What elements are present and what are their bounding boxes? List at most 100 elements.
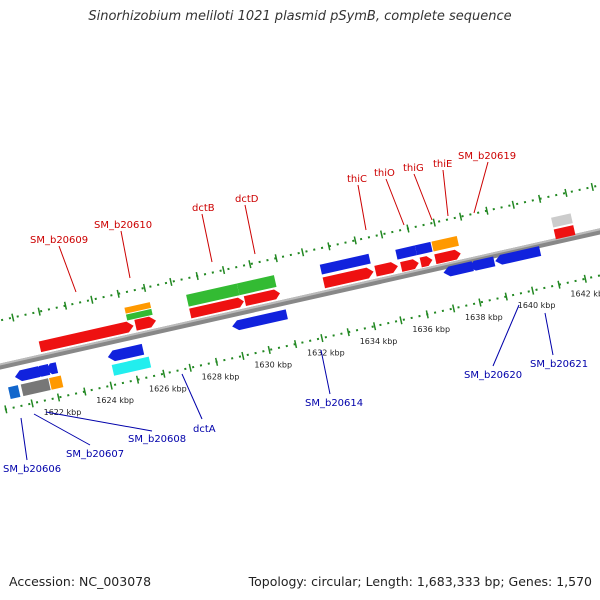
forward-tick — [248, 260, 252, 269]
label-dctb[interactable]: dctB — [192, 203, 215, 214]
gene-orange-1[interactable] — [124, 302, 152, 314]
forward-guide-line — [0, 175, 600, 336]
reverse-tick — [531, 286, 535, 295]
leader-sm-b20607 — [33, 413, 91, 446]
gene-dctb[interactable] — [189, 296, 245, 319]
gene-thie[interactable] — [419, 255, 434, 268]
forward-tick — [590, 182, 594, 192]
gene-gray-edge[interactable] — [551, 213, 573, 228]
gene-thic-blue[interactable] — [319, 253, 371, 275]
leader-thie — [442, 169, 449, 217]
gene-sm-b20619[interactable] — [434, 249, 462, 265]
gene-dctd-green[interactable] — [236, 275, 277, 296]
label-thic[interactable]: thiC — [347, 174, 367, 185]
label-sm-b20620[interactable]: SM_b20620 — [464, 370, 522, 381]
reverse-tick — [583, 274, 587, 283]
scale-tick-label: 1628 kbp — [202, 372, 240, 381]
reverse-tick — [504, 292, 508, 301]
label-sm-b20607[interactable]: SM_b20607 — [66, 449, 124, 460]
scale-tick-label: 1642 kbp — [570, 289, 600, 298]
gene-dcta[interactable] — [111, 356, 152, 376]
reverse-tick — [478, 298, 482, 307]
gene-red-edge[interactable] — [553, 225, 576, 240]
scale-tick-label: 1624 kbp — [96, 396, 134, 405]
reverse-tick — [241, 351, 245, 360]
gene-sm-b20606[interactable] — [8, 385, 21, 400]
gene-thig-blue[interactable] — [395, 245, 418, 260]
forward-tick — [564, 188, 568, 197]
reverse-tick — [214, 357, 219, 366]
forward-tick — [221, 266, 226, 275]
label-thie[interactable]: thiE — [433, 159, 452, 170]
label-dctd[interactable]: dctD — [235, 194, 259, 205]
gene-sm-b20609[interactable] — [38, 320, 135, 353]
gene-reverse-1[interactable] — [14, 366, 41, 382]
leader-sm-b20608 — [45, 411, 153, 432]
forward-tick — [432, 218, 436, 227]
label-sm-b20621[interactable]: SM_b20621 — [530, 359, 588, 370]
reverse-tick — [452, 304, 456, 313]
leader-dctd — [244, 204, 256, 255]
scale-tick-label: 1626 kbp — [149, 384, 187, 393]
scale-tick-label: 1630 kbp — [254, 361, 292, 370]
reverse-tick — [109, 381, 113, 390]
reverse-tick — [372, 322, 377, 331]
label-sm-b20608[interactable]: SM_b20608 — [128, 434, 186, 445]
forward-tick — [485, 206, 489, 215]
label-sm-b20609[interactable]: SM_b20609 — [30, 235, 88, 246]
scale-tick-labels: 1622 kbp 1624 kbp 1626 kbp 1628 kbp 1630 kbp… — [44, 289, 600, 417]
gene-sm-b20610[interactable] — [134, 315, 157, 331]
leader-sm-b20610 — [120, 230, 131, 279]
backbone — [0, 216, 600, 382]
reverse-tick — [293, 339, 298, 349]
gene-dctd[interactable] — [243, 288, 281, 307]
gene-green-1[interactable] — [125, 308, 153, 321]
scale-tick-label: 1632 kbp — [307, 349, 345, 358]
gene-reverse-4[interactable] — [468, 256, 496, 271]
forward-tick — [511, 200, 515, 209]
gene-dcta-blue[interactable] — [107, 343, 145, 363]
gene-reverse-3[interactable] — [45, 362, 59, 375]
scale-tick-label: 1636 kbp — [412, 325, 450, 334]
forward-tick — [37, 307, 41, 316]
leader-thig — [413, 173, 433, 221]
scale-tick-label: 1634 kbp — [360, 337, 398, 346]
gene-thic[interactable] — [322, 266, 375, 289]
label-sm-b20619[interactable]: SM_b20619 — [458, 151, 516, 162]
gene-sm-b20619-orange[interactable] — [431, 235, 459, 252]
reverse-tick — [4, 405, 8, 414]
label-thig[interactable]: thiG — [403, 163, 424, 174]
topology-summary: Topology: circular; Length: 1,683,333 bp… — [248, 574, 592, 589]
label-dcta[interactable]: dctA — [193, 424, 216, 435]
reverse-tick — [83, 387, 87, 396]
reverse-tick — [320, 334, 324, 343]
forward-tick — [353, 236, 357, 245]
gene-reverse-2[interactable] — [33, 363, 51, 378]
label-sm-b20610[interactable]: SM_b20610 — [94, 220, 152, 231]
gene-sm-b20614[interactable] — [231, 309, 288, 331]
gene-sm-b20607[interactable] — [20, 378, 51, 397]
gene-thio[interactable] — [374, 261, 399, 277]
gene-sm-b20620[interactable] — [442, 261, 474, 277]
gene-thig[interactable] — [400, 258, 420, 272]
forward-tick — [379, 230, 384, 239]
label-sm-b20606[interactable]: SM_b20606 — [3, 464, 61, 475]
forward-tick — [169, 277, 173, 287]
gene-sm-b20621[interactable] — [494, 246, 542, 266]
reverse-tick — [135, 375, 140, 384]
gene-thie-blue[interactable] — [414, 241, 433, 256]
reverse-ticks — [4, 274, 587, 414]
label-thio[interactable]: thiO — [374, 168, 395, 179]
reverse-tick — [399, 316, 403, 325]
reverse-genes — [8, 246, 542, 400]
leader-thic — [357, 184, 367, 231]
label-sm-b20614[interactable]: SM_b20614 — [305, 398, 363, 409]
gene-dctb-green[interactable] — [186, 283, 240, 307]
leader-sm-b20606 — [20, 417, 28, 461]
forward-ticks — [11, 182, 594, 322]
gene-sm-b20608[interactable] — [49, 375, 64, 390]
reverse-tick — [267, 345, 271, 355]
reverse-tick — [188, 363, 192, 372]
reverse-tick — [557, 280, 561, 289]
reverse-tick — [425, 310, 429, 319]
